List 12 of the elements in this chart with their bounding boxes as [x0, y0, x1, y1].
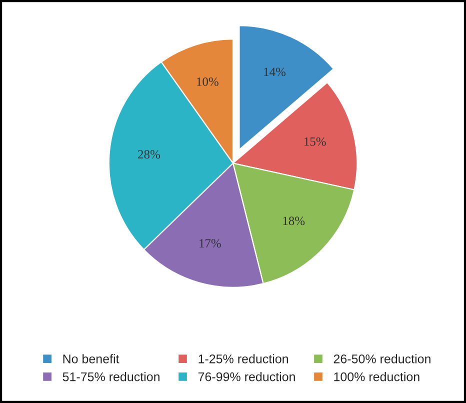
- legend-label: No benefit: [63, 354, 120, 364]
- legend-label: 1-25% reduction: [198, 354, 288, 364]
- data-label: 10%: [197, 77, 218, 86]
- data-label: 28%: [138, 150, 160, 159]
- legend-label: 100% reduction: [334, 372, 420, 382]
- legend-label: 26-50% reduction: [334, 354, 430, 364]
- data-label: 14%: [264, 68, 286, 76]
- legend-label: 76-99% reduction: [198, 372, 295, 382]
- data-label: 18%: [283, 216, 305, 226]
- legend-label: 51-75% reduction: [62, 372, 160, 382]
- data-label: 17%: [200, 239, 221, 248]
- data-label: 15%: [304, 137, 326, 146]
